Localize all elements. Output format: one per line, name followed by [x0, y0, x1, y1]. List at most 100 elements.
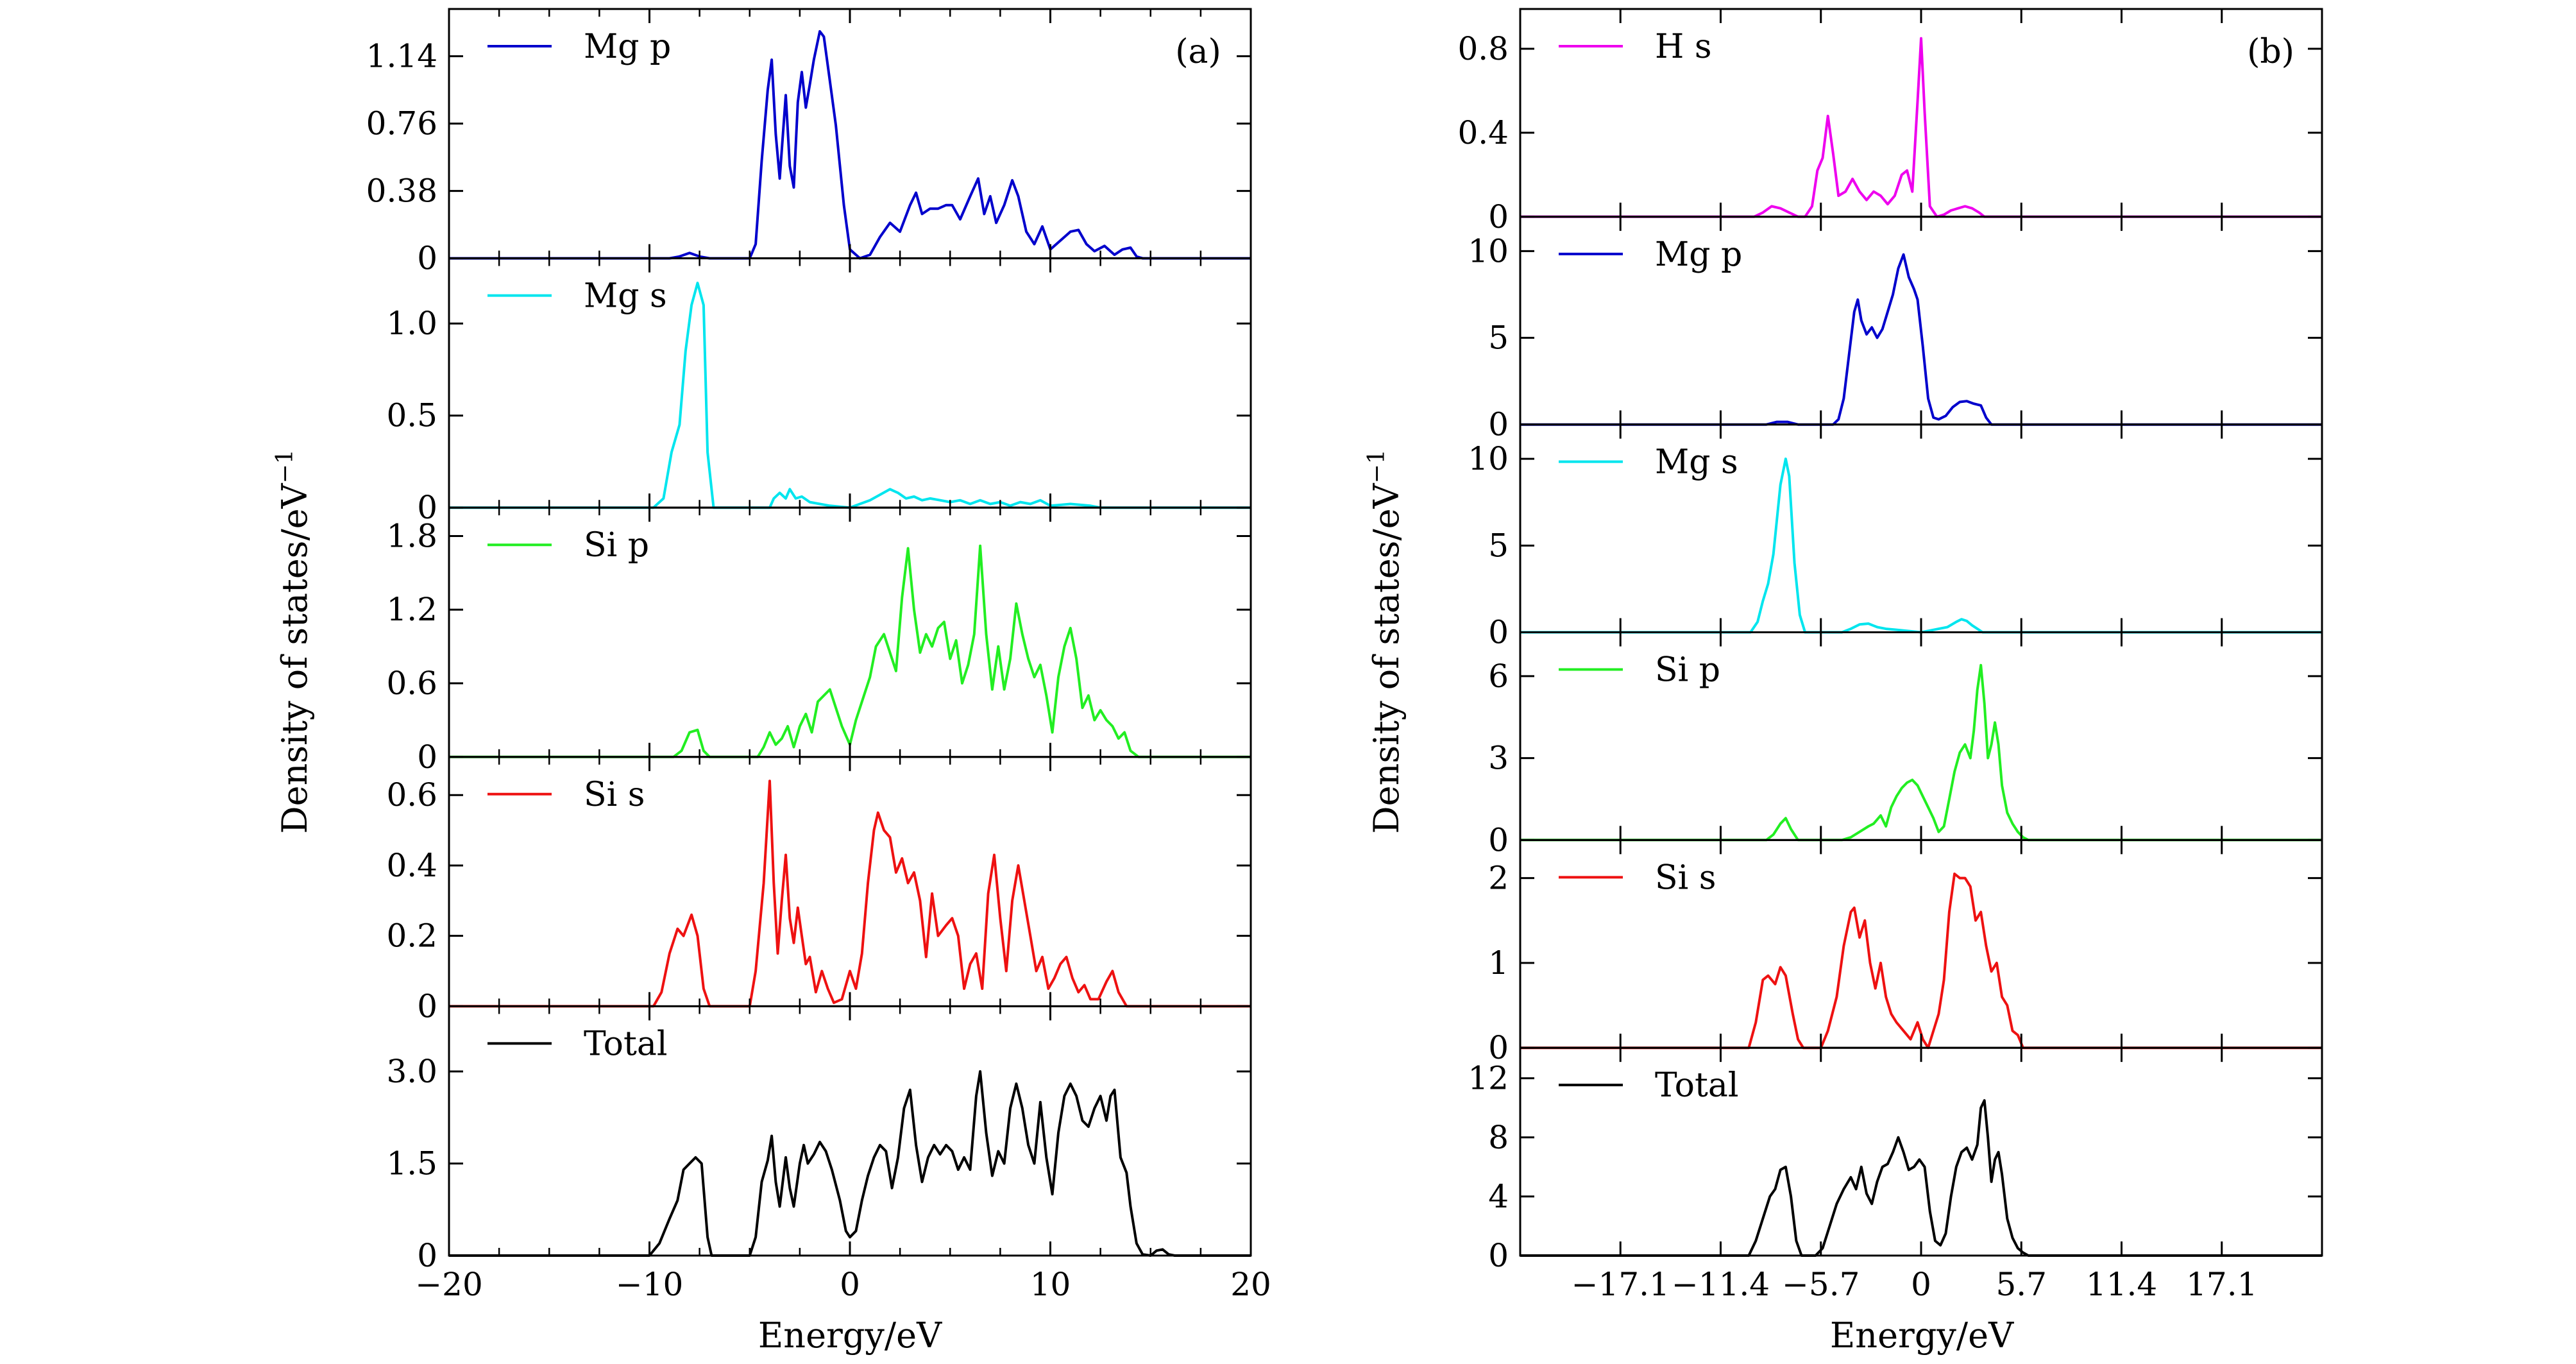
y-tick-label: 6 — [1488, 658, 1509, 695]
y-tick-label: 0.6 — [386, 665, 437, 702]
y-tick-label: 0 — [417, 987, 437, 1025]
legend-label: Total — [584, 1025, 667, 1063]
series-line — [1520, 1099, 2322, 1257]
subplot-h-s: 0 0.4 0.8 H s — [1457, 8, 2323, 235]
y-tick-label: 2 — [1488, 860, 1509, 897]
y-tick-label: 1.2 — [386, 591, 437, 628]
y-tick-label: 0.4 — [1457, 114, 1509, 151]
legend-label: Mg s — [1655, 443, 1738, 482]
legend-label: H s — [1655, 28, 1712, 66]
y-tick-label: 0.8 — [1457, 30, 1509, 67]
legend-label: Mg s — [584, 277, 667, 316]
y-tick-label: 12 — [1468, 1060, 1509, 1097]
x-tick-label: 0 — [1911, 1266, 1931, 1303]
x-tick-label: 17.1 — [2186, 1266, 2257, 1303]
subplot-frame — [448, 756, 1252, 1007]
left-panel-ylabel: Density of states/eV−1 — [272, 449, 315, 833]
x-tick-label: −17.1 — [1572, 1266, 1670, 1303]
subplot-frame — [448, 8, 1252, 260]
x-tick-label: 10 — [1030, 1266, 1071, 1303]
y-tick-label: 0 — [1488, 198, 1509, 235]
left-panel-tag: (a) — [1175, 33, 1221, 71]
subplot-frame — [448, 506, 1252, 758]
series-line — [1520, 37, 2322, 218]
y-tick-label: 3 — [1488, 740, 1509, 777]
y-tick-label: 3.0 — [386, 1053, 437, 1090]
subplot-mg-p: 0 0.38 0.76 1.14 Mg p — [366, 8, 1252, 277]
subplot-si-s: 0 0.2 0.4 0.6 Si s — [386, 756, 1252, 1025]
y-tick-label: 0 — [1488, 406, 1509, 443]
y-tick-label: 4 — [1488, 1178, 1509, 1215]
plot-area: 0 0.38 0.76 1.14 Mg p 0 0.5 1.0 Mg s 0 0.6 1.2 1.8 Si… — [366, 8, 2323, 1303]
legend-label: Mg p — [584, 28, 671, 66]
x-tick-label: 20 — [1230, 1266, 1271, 1303]
subplot-mg-s: 0 0.5 1.0 Mg s — [386, 257, 1252, 526]
subplot-si-s: 0 1 2 Si s — [1488, 839, 2323, 1066]
subplot-si-p: 0 0.6 1.2 1.8 Si p — [386, 506, 1252, 776]
y-tick-label: 10 — [1468, 232, 1509, 269]
legend-label: Si p — [1655, 651, 1720, 690]
series-line — [1520, 457, 2322, 634]
y-tick-label: 1.14 — [366, 38, 437, 75]
y-tick-label: 1.0 — [386, 305, 437, 342]
subplot-si-p: 0 3 6 Si p — [1488, 631, 2323, 858]
x-tick-label: −20 — [415, 1266, 483, 1303]
y-tick-label: 0.5 — [386, 397, 437, 434]
subplot-frame — [1519, 423, 2323, 634]
left-panel-xlabel: Energy/eV — [758, 1315, 942, 1356]
legend-label: Total — [1655, 1066, 1738, 1105]
subplot-frame — [448, 1005, 1252, 1257]
subplot-frame — [1519, 631, 2323, 841]
right-ylabel-superscript: −1 — [1364, 449, 1390, 483]
subplot-frame — [1519, 1046, 2323, 1257]
y-tick-label: 1.8 — [386, 517, 437, 554]
subplot-mg-p: 0 5 10 Mg p — [1468, 216, 2323, 443]
panel-a: 0 0.38 0.76 1.14 Mg p 0 0.5 1.0 Mg s 0 0.6 1.2 1.8 Si… — [366, 8, 1271, 1303]
y-tick-label: 5 — [1488, 527, 1509, 564]
subplot-frame — [1519, 839, 2323, 1049]
y-tick-label: 5 — [1488, 320, 1509, 357]
legend-label: Si s — [584, 776, 645, 814]
x-tick-label: 0 — [840, 1266, 860, 1303]
x-tick-label: 11.4 — [2086, 1266, 2157, 1303]
x-tick-label: −11.4 — [1672, 1266, 1770, 1303]
y-tick-label: 0 — [1488, 614, 1509, 651]
series-line — [449, 30, 1251, 260]
series-line — [449, 282, 1251, 509]
subplot-mg-s: 0 5 10 Mg s — [1468, 423, 2323, 651]
legend-label: Si s — [1655, 858, 1716, 897]
subplot-total: 0 4 8 12 Total — [1468, 1046, 2323, 1274]
subplot-total: 0 1.5 3.0 Total — [386, 1005, 1252, 1274]
series-line — [449, 780, 1251, 1008]
y-tick-label: 0 — [417, 489, 437, 526]
y-tick-label: 0 — [1488, 1237, 1509, 1274]
y-tick-label: 0.76 — [366, 105, 437, 142]
series-line — [1520, 253, 2322, 426]
y-tick-label: 0.38 — [366, 173, 437, 210]
right-panel-xlabel: Energy/eV — [1830, 1315, 2014, 1356]
series-line — [1520, 873, 2322, 1050]
right-panel-ylabel: Density of states/eV−1 — [1364, 449, 1407, 833]
series-line — [1520, 663, 2322, 842]
y-tick-label: 0 — [417, 1237, 437, 1274]
y-tick-label: 10 — [1468, 440, 1509, 477]
y-tick-label: 0 — [417, 240, 437, 277]
y-tick-label: 0.6 — [386, 776, 437, 814]
right-ylabel-text: Density of states/eV — [1366, 482, 1407, 833]
legend-label: Si p — [584, 526, 649, 565]
y-tick-label: 0.2 — [386, 917, 437, 955]
series-line — [449, 544, 1251, 758]
subplot-frame — [448, 257, 1252, 509]
left-ylabel-text: Density of states/eV — [275, 482, 315, 833]
series-line — [449, 1070, 1251, 1257]
right-panel-tag: (b) — [2247, 33, 2294, 71]
y-tick-label: 1 — [1488, 944, 1509, 982]
y-tick-label: 0 — [1488, 821, 1509, 858]
y-tick-label: 1.5 — [386, 1145, 437, 1182]
legend-label: Mg p — [1655, 235, 1742, 274]
y-tick-label: 8 — [1488, 1119, 1509, 1156]
x-tick-label: 5.7 — [1996, 1266, 2047, 1303]
y-tick-label: 0 — [1488, 1029, 1509, 1066]
x-tick-label: −5.7 — [1782, 1266, 1860, 1303]
